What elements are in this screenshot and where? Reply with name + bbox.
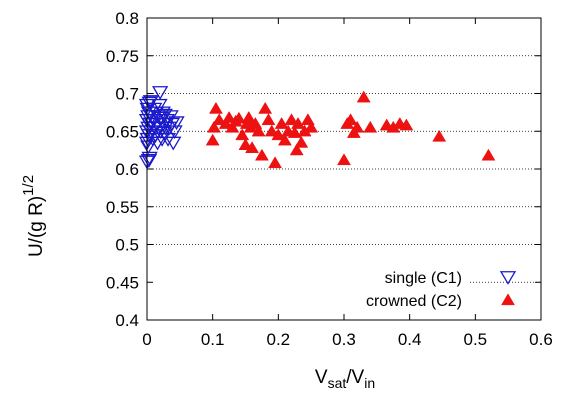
y-tick-label: 0.55: [106, 198, 139, 217]
data-point-crowned: [481, 148, 496, 161]
data-point-single: [151, 98, 168, 113]
data-point-crowned: [241, 110, 256, 123]
data-point-crowned: [245, 141, 260, 153]
data-point-single: [159, 132, 177, 147]
x-tick-label: 0.4: [398, 330, 422, 349]
grid-layer: [147, 55, 541, 283]
data-point-crowned: [207, 120, 221, 133]
y-tick-label: 0.45: [106, 273, 139, 292]
x-tick-label: 0.5: [464, 330, 488, 349]
points-layer: [138, 86, 496, 170]
x-tick-label: 0.3: [332, 330, 356, 349]
y-tick-label: 0.5: [115, 236, 139, 255]
data-point-crowned: [209, 101, 223, 114]
y-tick-label: 0.7: [115, 85, 139, 104]
data-point-crowned: [261, 113, 276, 126]
data-point-single: [158, 114, 175, 128]
plot-frame: [146, 17, 542, 321]
data-point-crowned: [254, 148, 269, 161]
legend-label-crowned: crowned (C2): [366, 293, 462, 310]
data-point-crowned: [274, 117, 289, 129]
x-axis-label: Vsat/Vin: [315, 367, 375, 391]
legend-marker-crowned: [501, 293, 515, 306]
data-point-crowned: [268, 156, 282, 169]
data-point-crowned: [363, 120, 378, 133]
data-point-crowned: [350, 120, 365, 133]
y-axis-label-base: U/(g R): [26, 196, 47, 257]
data-point-crowned: [399, 118, 414, 131]
data-point-crowned: [258, 101, 273, 114]
data-point-crowned: [287, 126, 302, 138]
data-point-crowned: [212, 113, 227, 126]
legend: single (C1) crowned (C2): [366, 270, 517, 310]
data-point-crowned: [205, 133, 220, 146]
x-tick-label: 0.1: [201, 330, 225, 349]
data-point-single: [168, 116, 185, 131]
data-point-single: [141, 151, 158, 166]
x-tick-label: 0: [142, 330, 151, 349]
data-point-crowned: [235, 128, 250, 141]
data-point-crowned: [304, 120, 319, 133]
legend-label-single: single (C1): [385, 270, 462, 287]
data-point-single: [151, 86, 169, 100]
data-point-single: [156, 108, 173, 123]
data-point-crowned: [294, 135, 309, 148]
data-point-crowned: [264, 124, 279, 137]
data-point-crowned: [277, 133, 292, 146]
data-point-crowned: [284, 113, 299, 126]
y-axis-label-sup: 1/2: [20, 175, 37, 196]
data-point-crowned: [271, 128, 286, 141]
data-point-single: [163, 117, 181, 132]
data-point-crowned: [218, 117, 233, 129]
x-tick-label: 0.6: [529, 330, 553, 349]
data-point-crowned: [343, 113, 358, 126]
data-point-crowned: [291, 117, 305, 129]
data-point-crowned: [289, 143, 304, 156]
y-tick-label: 0.6: [115, 160, 139, 179]
x-axis-label-base: V: [315, 367, 328, 388]
data-point-crowned: [225, 120, 240, 133]
y-axis-label: U/(g R)1/2: [20, 175, 47, 257]
data-point-crowned: [432, 129, 447, 142]
legend-markers: [499, 271, 517, 306]
x-axis-label-sub1: sat: [328, 375, 347, 391]
data-point-crowned: [251, 124, 266, 137]
data-point-single: [165, 136, 182, 151]
x-axis-label-sub2: in: [364, 375, 375, 391]
legend-marker-single: [499, 271, 517, 285]
y-tick-label: 0.8: [115, 9, 139, 28]
data-point-crowned: [231, 111, 246, 124]
y-tick-label: 0.4: [115, 311, 139, 330]
y-tick-label: 0.75: [106, 47, 139, 66]
data-point-crowned: [222, 110, 237, 123]
data-point-crowned: [337, 153, 351, 166]
data-point-crowned: [356, 90, 371, 103]
x-axis-label-mid: /V: [346, 367, 364, 388]
ticks-layer: 0.4 0.45 0.5 0.55 0.6 0.65 0.7 0.75 0.8 0 0.1 0.2 0.…: [106, 9, 553, 349]
x-tick-label: 0.2: [267, 330, 291, 349]
y-tick-label: 0.65: [106, 122, 139, 141]
